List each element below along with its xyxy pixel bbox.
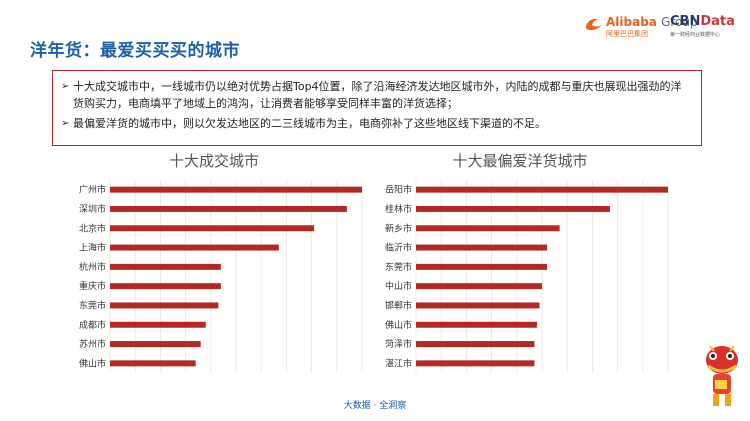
alibaba-logo-icon (585, 18, 602, 31)
bar (416, 341, 535, 348)
bar (416, 263, 548, 270)
arrow-bullet-icon: ➢ (61, 118, 70, 129)
cbndata-logo-text: CBNData (670, 14, 735, 29)
summary-bullet-text: 最偏爱洋货的城市中，则以欠发达地区的二三线城市为主，电商弥补了这些地区线下渠道的… (73, 117, 546, 130)
bar (416, 360, 535, 367)
bar (110, 263, 221, 270)
category-label: 中山市 (385, 280, 412, 292)
category-label: 桂林市 (385, 203, 412, 215)
category-label: 东莞市 (385, 261, 412, 273)
arrow-bullet-icon: ➢ (61, 81, 70, 92)
category-label: 杭州市 (79, 261, 106, 273)
chart-title: 十大最偏爱洋货城市 (452, 152, 587, 170)
bar (416, 283, 542, 290)
category-label: 湛江市 (385, 357, 412, 369)
footer-text: 大数据 · 全洞察 (343, 401, 407, 411)
category-label: 佛山市 (385, 319, 412, 331)
page-title: 洋年货：最爱买买买的城市 (30, 41, 240, 61)
category-label: 东莞市 (79, 299, 106, 311)
summary-bullet: ➢ 最偏爱洋货的城市中，则以欠发达地区的二三线城市为主，电商弥补了这些地区线下渠… (61, 115, 691, 132)
lion-dance-mascot-icon (706, 345, 738, 406)
category-label: 岳阳市 (385, 184, 412, 196)
bar (110, 283, 221, 290)
category-label: 成都市 (79, 319, 106, 331)
bar (416, 205, 611, 212)
category-label: 佛山市 (79, 357, 106, 369)
bar (416, 244, 548, 251)
alibaba-logo-cn: 阿里巴巴集团 (606, 30, 648, 38)
bar (110, 302, 219, 309)
bar (416, 225, 560, 232)
category-label: 重庆市 (79, 280, 106, 292)
bar (110, 186, 362, 193)
category-label: 菏泽市 (385, 338, 412, 350)
summary-bullet: ➢ 十大成交城市中，一线城市仍以绝对优势占据Top4位置，除了沿海经济发达地区城… (61, 78, 691, 112)
category-label: 苏州市 (79, 338, 106, 350)
bar (110, 360, 196, 367)
chart-title: 十大成交城市 (169, 152, 259, 170)
cbndata-logo-sub: 第一财经商业数据中心 (670, 32, 721, 38)
bar (416, 302, 540, 309)
category-label: 邯郸市 (385, 299, 412, 311)
summary-box: ➢ 十大成交城市中，一线城市仍以绝对优势占据Top4位置，除了沿海经济发达地区城… (52, 70, 702, 146)
category-label: 临沂市 (385, 242, 412, 254)
bar (416, 321, 537, 328)
category-label: 广州市 (79, 184, 106, 196)
category-label: 北京市 (79, 222, 106, 234)
bar (110, 321, 206, 328)
bar (416, 186, 668, 193)
category-label: 新乡市 (385, 222, 412, 234)
alibaba-logo-text: Alibaba Group (606, 15, 698, 29)
bar (110, 244, 279, 251)
bar (110, 341, 201, 348)
category-label: 深圳市 (79, 203, 106, 215)
bar (110, 225, 315, 232)
bar (110, 205, 347, 212)
category-label: 上海市 (79, 242, 106, 254)
summary-bullet-text: 十大成交城市中，一线城市仍以绝对优势占据Top4位置，除了沿海经济发达地区城市外… (73, 80, 682, 110)
